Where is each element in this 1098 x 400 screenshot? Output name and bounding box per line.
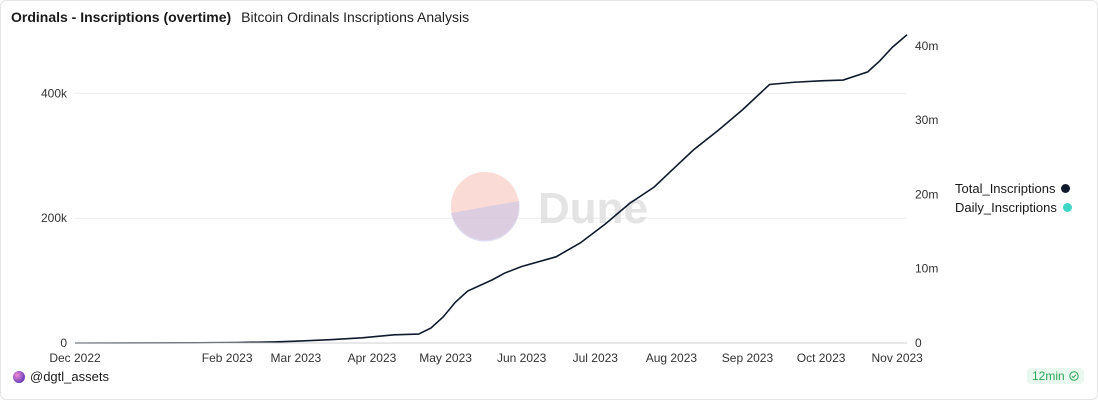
author-link[interactable]: @dgtl_assets xyxy=(13,369,109,384)
legend-item-total[interactable]: Total_Inscriptions xyxy=(955,179,1072,198)
refresh-label: 12min xyxy=(1032,369,1065,383)
x-tick-label: Mar 2023 xyxy=(271,351,322,365)
x-tick-label: Apr 2023 xyxy=(348,351,397,365)
legend-label-total: Total_Inscriptions xyxy=(955,181,1056,196)
x-tick-label: Sep 2023 xyxy=(722,351,774,365)
x-tick-label: Aug 2023 xyxy=(646,351,698,365)
legend-label-daily: Daily_Inscriptions xyxy=(955,200,1057,215)
chart-legend: Total_Inscriptions Daily_Inscriptions xyxy=(955,179,1072,217)
y-left-tick-label: 200k xyxy=(41,211,68,225)
check-circle-icon xyxy=(1068,371,1079,381)
legend-dot-daily xyxy=(1062,203,1072,212)
line-total-inscriptions xyxy=(74,34,908,344)
chart-header: Ordinals - Inscriptions (overtime) Bitco… xyxy=(11,9,469,29)
y-right-tick-label: 30m xyxy=(915,113,938,127)
watermark-text: Dune xyxy=(538,184,648,233)
x-tick-label: Jul 2023 xyxy=(573,351,619,365)
y-left-tick-label: 0 xyxy=(60,336,67,350)
x-tick-label: Oct 2023 xyxy=(797,351,846,365)
chart-subtitle: Bitcoin Ordinals Inscriptions Analysis xyxy=(241,9,470,25)
x-tick-label: Dec 2022 xyxy=(49,351,101,365)
author-name: @dgtl_assets xyxy=(30,369,109,384)
legend-item-daily[interactable]: Daily_Inscriptions xyxy=(955,198,1072,217)
y-right-tick-label: 20m xyxy=(915,187,938,201)
refresh-badge[interactable]: 12min xyxy=(1027,368,1084,384)
y-right-tick-label: 10m xyxy=(915,262,938,276)
y-left-tick-label: 400k xyxy=(41,86,68,100)
y-right-tick-label: 0 xyxy=(915,336,922,350)
legend-dot-total xyxy=(1061,184,1071,193)
x-tick-label: Feb 2023 xyxy=(202,351,253,365)
x-tick-label: Nov 2023 xyxy=(871,351,923,365)
chart-title: Ordinals - Inscriptions (overtime) xyxy=(11,9,232,25)
x-tick-label: May 2023 xyxy=(419,351,472,365)
watermark-logo-shade xyxy=(451,201,520,242)
y-right-tick-label: 40m xyxy=(915,39,938,53)
x-tick-label: Jun 2023 xyxy=(497,351,547,365)
author-avatar xyxy=(13,370,25,383)
